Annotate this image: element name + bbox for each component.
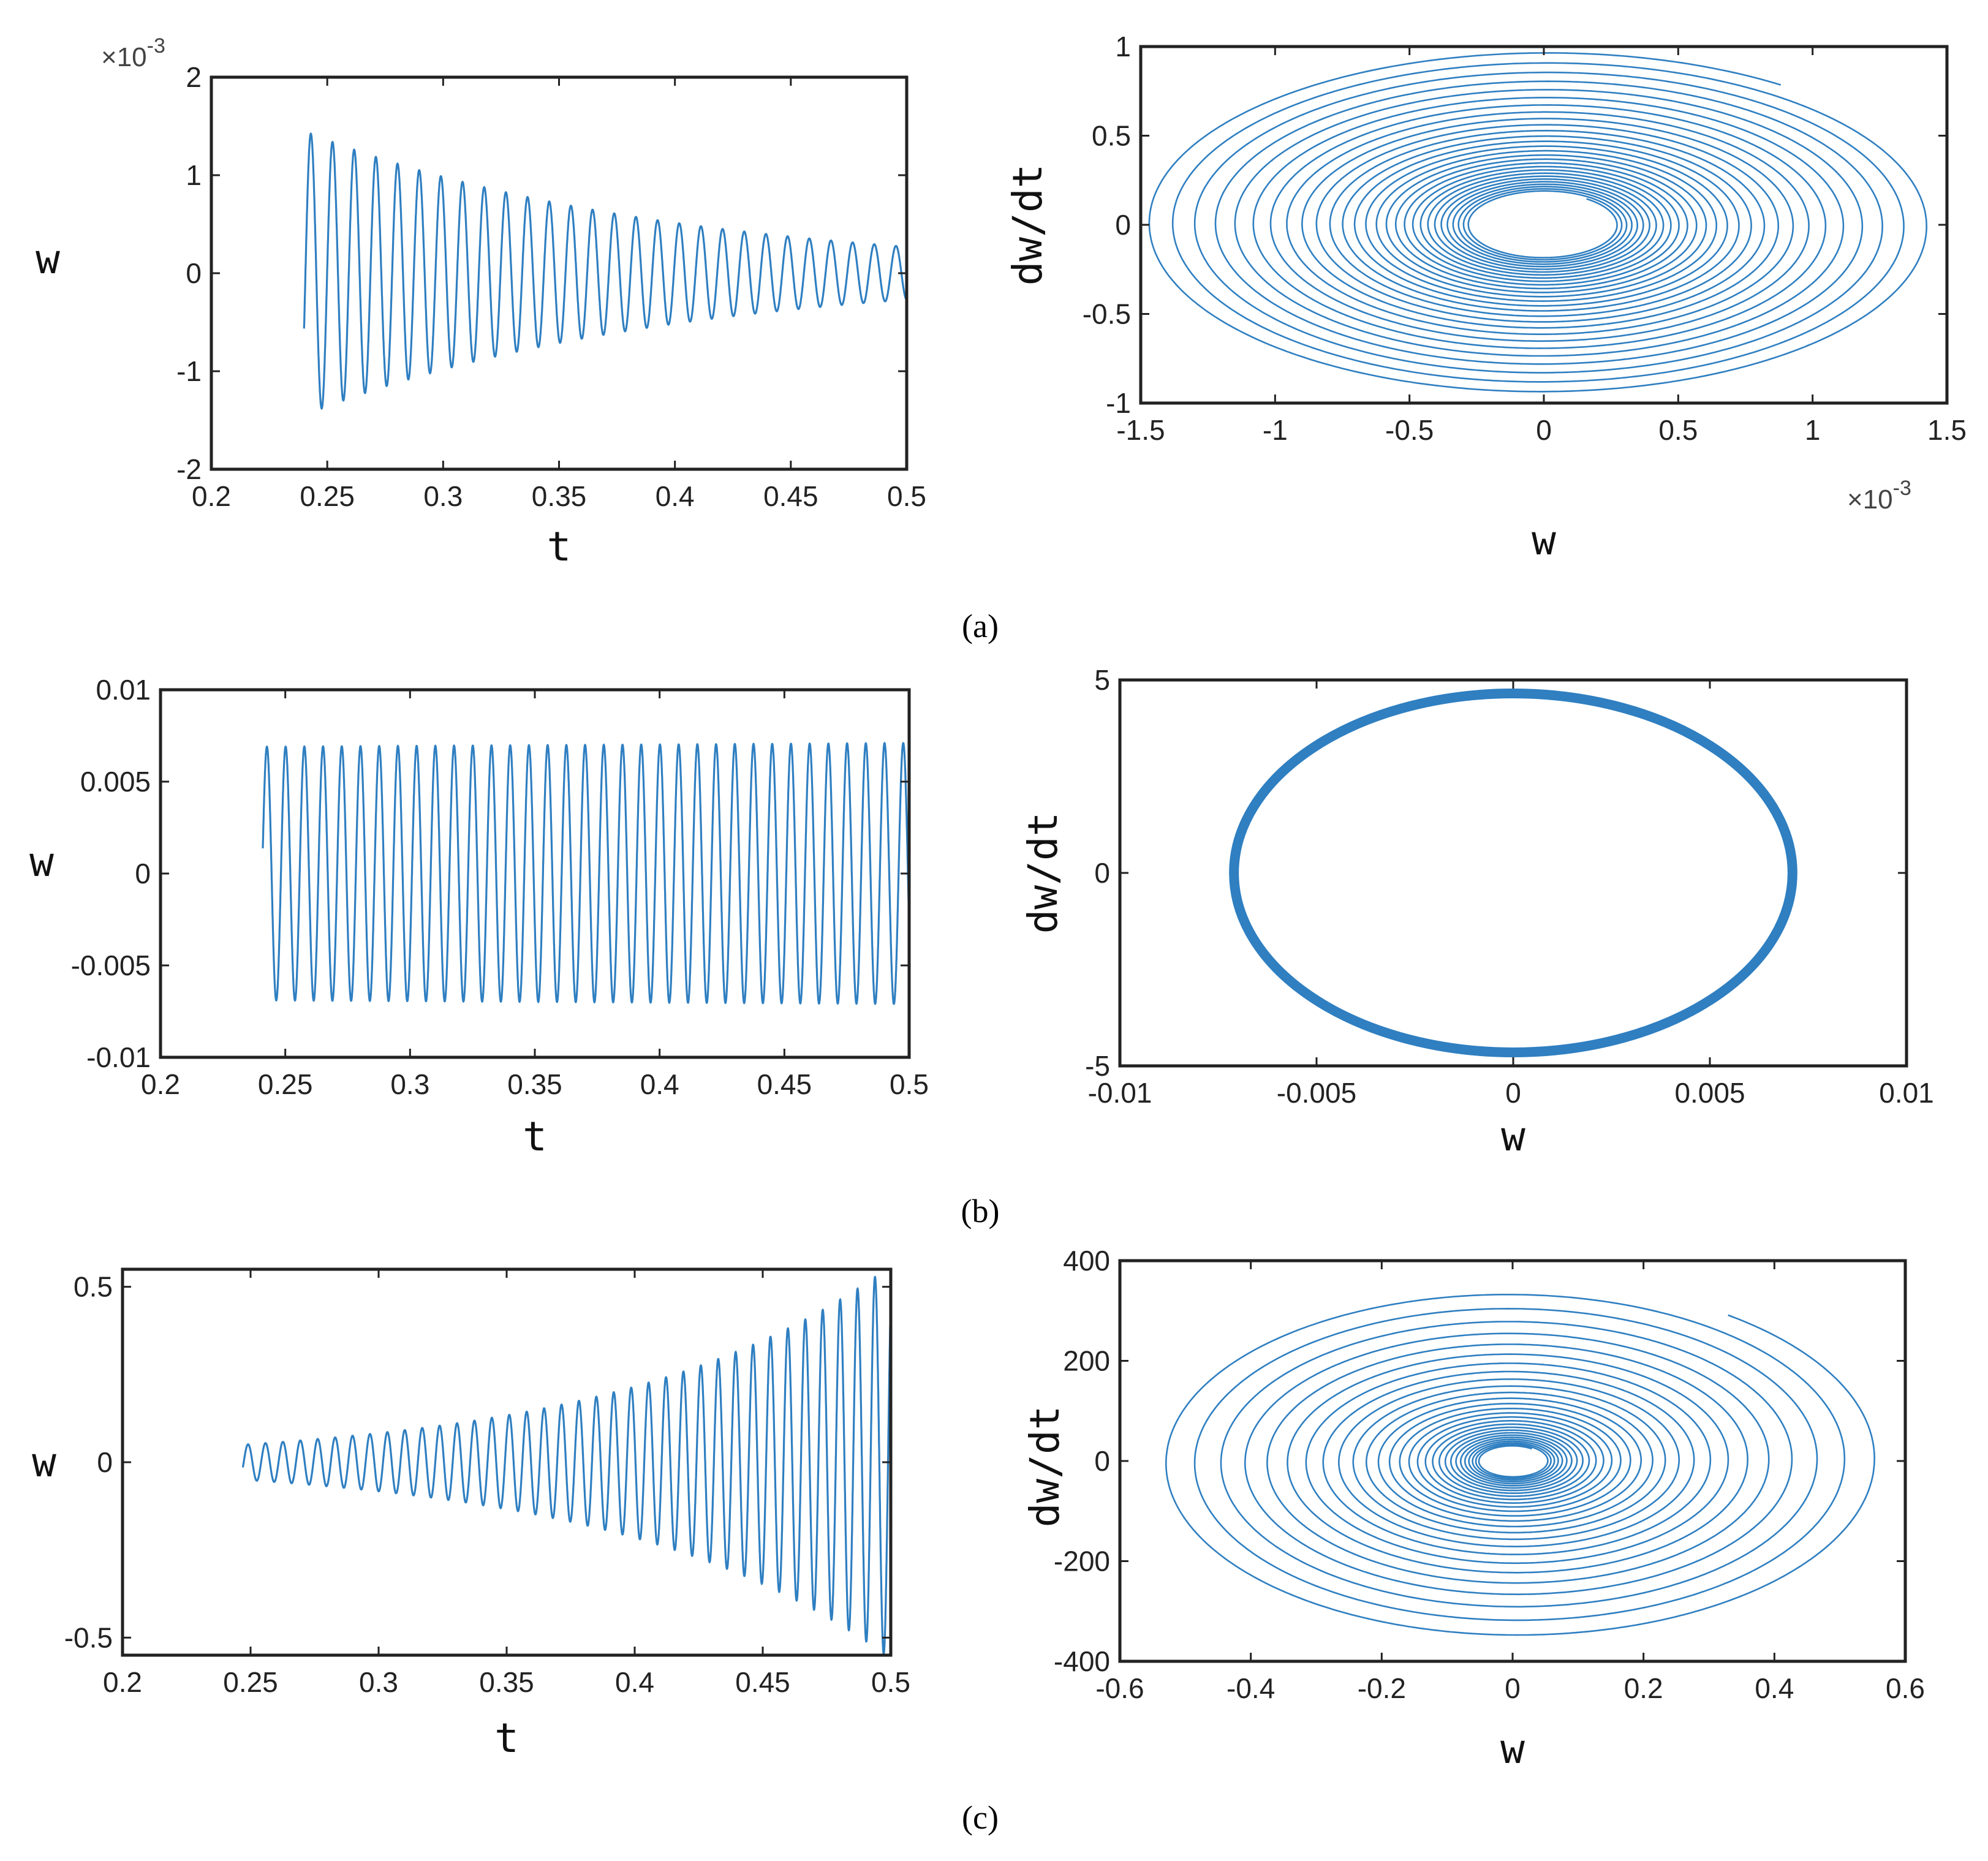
y-tick-label: 1 — [1115, 31, 1131, 62]
caption-a: (a) — [962, 608, 999, 644]
y-tick-label: 1 — [186, 159, 202, 191]
x-axis-label: t — [547, 523, 572, 570]
axes-frame — [159, 688, 911, 1059]
x-tick-label: 0.6 — [1886, 1672, 1925, 1704]
x-tick-label: 0.005 — [1674, 1077, 1745, 1109]
y-axis-label: dw/dt — [1019, 812, 1067, 934]
y-tick-label: 5 — [1094, 664, 1110, 696]
y-tick-label: 0.005 — [80, 766, 151, 798]
y-tick-label: -200 — [1054, 1546, 1110, 1577]
caption-b: (b) — [961, 1193, 1000, 1229]
axis-multiplier: ×10-3 — [101, 34, 165, 72]
x-tick-label: 0.45 — [735, 1666, 790, 1698]
y-tick-label: -0.5 — [64, 1621, 113, 1653]
x-tick-label: 0.45 — [757, 1068, 812, 1100]
x-tick-label: 0.2 — [103, 1666, 142, 1698]
x-tick-label: 0.3 — [390, 1068, 429, 1100]
series-line-b-phase — [1229, 689, 1797, 1057]
x-tick-label: 0.25 — [300, 480, 355, 512]
x-tick-label: 1.5 — [1927, 414, 1967, 446]
x-tick-label: 0 — [1536, 414, 1552, 446]
y-tick-label: 0 — [135, 858, 151, 889]
x-tick-label: 0.5 — [887, 480, 926, 512]
series-line-a-time — [303, 132, 907, 410]
chart-c-time: 0.2 0.25 0.3 0.35 0.4 0.45 0.5 -0.5 0 0.5 t w — [32, 1267, 910, 1762]
x-tick-label: 0.25 — [223, 1666, 278, 1698]
x-tick-label: 0.2 — [1624, 1672, 1663, 1704]
x-tick-label: 0.35 — [507, 1068, 562, 1100]
y-tick-label: -0.01 — [86, 1041, 151, 1073]
x-tick-label: 0.5 — [1658, 414, 1698, 446]
x-tick-label: 0.5 — [871, 1666, 910, 1698]
x-tick-label: 0 — [1505, 1672, 1521, 1704]
x-tick-label: 0.4 — [640, 1068, 679, 1100]
series-line-c-time — [241, 1275, 891, 1655]
x-tick-label: -0.01 — [1088, 1077, 1152, 1109]
y-tick-label: -400 — [1054, 1645, 1110, 1677]
x-tick-label: 0.01 — [1879, 1077, 1934, 1109]
y-tick-label: 0 — [1094, 857, 1110, 889]
y-tick-label: 0 — [97, 1446, 113, 1478]
x-tick-label: 0.35 — [532, 480, 587, 512]
x-tick-label: -0.005 — [1277, 1077, 1356, 1109]
y-axis-label: w — [36, 236, 60, 283]
x-tick-label: -0.6 — [1095, 1672, 1144, 1704]
x-tick-label: -0.5 — [1385, 414, 1434, 446]
series-line-a-phase — [1148, 52, 1928, 393]
y-tick-label: 200 — [1063, 1345, 1110, 1377]
x-axis-label: w — [1500, 1726, 1525, 1773]
x-tick-label: 0.2 — [141, 1068, 180, 1100]
x-tick-label: 0.45 — [763, 480, 818, 512]
chart-c-phase: -0.6 -0.4 -0.2 0 0.2 0.4 0.6 -400 -200 0 200 400 w dw… — [1021, 1245, 1925, 1773]
y-tick-label: 0.5 — [74, 1271, 113, 1303]
x-tick-label: -1.5 — [1116, 414, 1165, 446]
axis-multiplier: ×10-3 — [1847, 477, 1911, 515]
y-tick-label: -1 — [1106, 387, 1131, 419]
series-line-c-phase — [1165, 1294, 1875, 1636]
chart-b-phase: -0.01 -0.005 0 0.005 0.01 -5 0 5 w dw/dt — [1019, 664, 1934, 1160]
y-axis-label: dw/dt — [1004, 164, 1051, 286]
y-tick-label: -0.5 — [1083, 298, 1131, 330]
x-tick-label: 0 — [1505, 1077, 1521, 1109]
x-tick-label: 0.35 — [479, 1666, 534, 1698]
x-tick-label: 0.3 — [423, 480, 463, 512]
y-tick-label: 0.01 — [96, 674, 151, 706]
chart-a-time: 0.2 0.25 0.3 0.35 0.4 0.45 0.5 -2 -1 0 1 2 t w ×10-3 — [36, 34, 926, 570]
y-tick-label: 0 — [186, 257, 202, 289]
x-tick-label: -0.2 — [1358, 1672, 1406, 1704]
x-tick-label: 1 — [1805, 414, 1821, 446]
caption-c: (c) — [962, 1799, 999, 1836]
x-tick-label: -1 — [1263, 414, 1288, 446]
x-tick-label: 0.4 — [656, 480, 695, 512]
x-tick-label: 0.2 — [192, 480, 231, 512]
y-axis-label: w — [32, 1439, 56, 1486]
series-line-b-time — [262, 741, 909, 1005]
x-axis-label: t — [523, 1113, 547, 1160]
x-tick-label: 0.4 — [1755, 1672, 1794, 1704]
y-tick-label: 2 — [186, 61, 202, 93]
chart-b-time: 0.2 0.25 0.3 0.35 0.4 0.45 0.5 -0.01 -0.005 0 0.00… — [29, 674, 929, 1160]
y-tick-label: -2 — [176, 453, 202, 485]
y-tick-label: -1 — [176, 355, 202, 387]
y-tick-label: 400 — [1063, 1245, 1110, 1277]
x-tick-label: 0.4 — [615, 1666, 654, 1698]
axes-frame — [1118, 1259, 1907, 1663]
x-tick-label: 0.3 — [359, 1666, 398, 1698]
y-tick-label: 0.5 — [1092, 120, 1131, 152]
x-axis-label: w — [1501, 1113, 1525, 1160]
y-axis-label: w — [29, 839, 54, 886]
y-axis-label: dw/dt — [1021, 1406, 1068, 1528]
x-tick-label: 0.25 — [258, 1068, 313, 1100]
y-tick-label: -5 — [1085, 1050, 1110, 1082]
x-tick-label: 0.5 — [890, 1068, 929, 1100]
x-axis-label: w — [1532, 517, 1556, 564]
x-tick-label: -0.4 — [1226, 1672, 1275, 1704]
y-tick-label: 0 — [1115, 209, 1131, 241]
y-tick-label: -0.005 — [71, 949, 151, 981]
x-axis-label: t — [494, 1715, 519, 1762]
y-tick-label: 0 — [1094, 1445, 1110, 1477]
